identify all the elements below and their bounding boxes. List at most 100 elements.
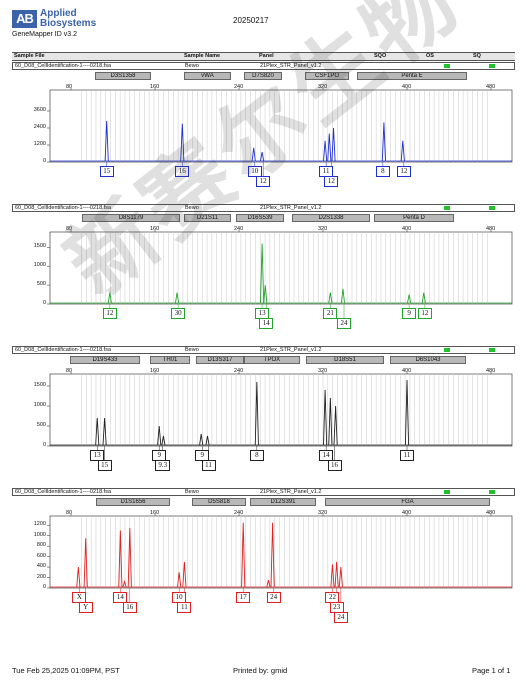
electropherogram-plot: [47, 230, 513, 318]
marker-fga: FGA: [325, 498, 490, 506]
panel-name: 21Plex_STR_Panel_v1.2: [260, 205, 322, 211]
marker-tpox: TPOX: [244, 356, 300, 364]
allele-call-label: 11: [400, 450, 414, 461]
signal-peak: [118, 530, 123, 588]
signal-peak: [340, 288, 345, 304]
plot-frame: [49, 515, 513, 589]
allele-call-label: 12: [324, 176, 339, 187]
x-tick-label: 400: [402, 226, 412, 232]
x-tick-label: 400: [402, 368, 412, 374]
allele-call-label: 15: [97, 460, 112, 471]
allele-call-label: 12: [102, 308, 117, 319]
signal-peak: [104, 120, 109, 162]
signal-peak: [122, 580, 127, 588]
footer-page: Page 1 of 1: [472, 666, 511, 675]
signal-peak: [404, 379, 410, 446]
signal-peak: [333, 405, 338, 446]
sample-file: 60_D08_CellIdentification-1----0218.fsa: [15, 63, 111, 69]
allele-call-label: 16: [175, 166, 190, 177]
x-tick-label: 480: [486, 510, 496, 516]
signal-peak: [199, 433, 204, 446]
sample-name: Bewo: [185, 63, 199, 69]
signal-peak: [323, 140, 328, 162]
marker-csf1po: CSF1PO: [305, 72, 349, 80]
allele-call-label: 14: [319, 450, 334, 461]
sq-status-box: [489, 206, 495, 210]
sample-name: Bewo: [185, 489, 199, 495]
brand-line-1: Applied: [40, 8, 77, 19]
x-tick-label: 240: [234, 84, 244, 90]
marker-d7s820: D7S820: [244, 72, 282, 80]
allele-call-label: 16: [122, 602, 137, 613]
marker-penta-d: Penta D: [374, 214, 454, 222]
sample-file: 60_D08_CellIdentification-1----0218.fsa: [15, 205, 111, 211]
x-tick-label: 80: [66, 84, 73, 90]
y-tick-label: 0: [42, 442, 46, 448]
os-status-box: [444, 490, 450, 494]
marker-d18s51: D18S51: [306, 356, 384, 364]
y-tick-label: 1000: [33, 402, 46, 408]
y-tick-label: 0: [42, 158, 46, 164]
sample-info-row: 60_D08_CellIdentification-1----0218.fsa B…: [12, 488, 515, 496]
plot-frame: [49, 89, 513, 163]
allele-call-label: 12: [417, 308, 432, 319]
panel-name: 21Plex_STR_Panel_v1.2: [260, 489, 322, 495]
signal-peak: [334, 561, 339, 588]
col-os: OS: [426, 53, 434, 59]
x-tick-label: 320: [318, 510, 328, 516]
panel-name: 21Plex_STR_Panel_v1.2: [260, 347, 322, 353]
y-tick-label: 1500: [33, 382, 46, 388]
sample-panel-4: 60_D08_CellIdentification-1----0218.fsa B…: [12, 488, 515, 624]
sample-info-row: 60_D08_CellIdentification-1----0218.fsa B…: [12, 62, 515, 70]
x-tick-label: 480: [486, 368, 496, 374]
sample-panel-1: 60_D08_CellIdentification-1----0218.fsa B…: [12, 62, 515, 198]
marker-d2s1338: D2S1338: [292, 214, 370, 222]
y-tick-label: 1000: [33, 531, 46, 538]
signal-peak: [205, 435, 210, 446]
electropherogram-plot: [47, 514, 513, 612]
sample-name: Bewo: [185, 347, 199, 353]
y-tick-label: 1200: [33, 141, 46, 147]
plot-frame: [49, 231, 513, 305]
allele-call-label: Y: [78, 602, 93, 613]
os-status-box: [444, 206, 450, 210]
brand-name: Applied Biosystems: [40, 9, 96, 29]
os-status-box: [444, 64, 450, 68]
marker-d3s1358: D3S1358: [95, 72, 151, 80]
signal-peak: [407, 294, 412, 304]
signal-peak: [175, 292, 180, 304]
y-tick-label: 500: [36, 422, 46, 428]
y-tick-label: 600: [36, 552, 46, 559]
x-tick-label: 80: [66, 510, 73, 516]
sample-info-row: 60_D08_CellIdentification-1----0218.fsa B…: [12, 204, 515, 212]
allele-call-label: 24: [337, 318, 351, 329]
panel-name: 21Plex_STR_Panel_v1.2: [260, 63, 322, 69]
allele-call-label: 24: [266, 592, 281, 603]
y-tick-label: 2400: [33, 124, 46, 130]
x-tick-label: 160: [150, 368, 160, 374]
marker-d21s11: D21S11: [184, 214, 231, 222]
allele-call-label: 12: [396, 166, 411, 177]
signal-peak: [263, 285, 268, 304]
y-tick-label: 400: [36, 563, 46, 570]
signal-peak: [254, 381, 259, 446]
x-tick-label: 320: [318, 368, 328, 374]
app-version: GeneMapper ID v3.2: [12, 31, 77, 38]
signal-peak: [381, 122, 386, 162]
sample-panel-3: 60_D08_CellIdentification-1----0218.fsa B…: [12, 346, 515, 482]
y-tick-label: 0: [42, 584, 46, 590]
col-sample-name: Sample Name: [184, 53, 221, 59]
signal-peak: [330, 564, 335, 588]
x-tick-label: 160: [150, 510, 160, 516]
x-tick-label: 320: [318, 84, 328, 90]
allele-call-label: 13: [90, 450, 105, 461]
allele-call-label: 14: [259, 318, 274, 329]
marker-d6s1043: D6S1043: [390, 356, 466, 364]
signal-peak: [95, 417, 100, 446]
allele-call-label: 24: [333, 612, 348, 623]
sample-file: 60_D08_CellIdentification-1----0218.fsa: [15, 347, 111, 353]
signal-peak: [107, 292, 112, 304]
allele-call-label: 16: [327, 460, 342, 471]
allele-call-label: 11: [201, 460, 216, 471]
x-tick-label: 160: [150, 84, 160, 90]
